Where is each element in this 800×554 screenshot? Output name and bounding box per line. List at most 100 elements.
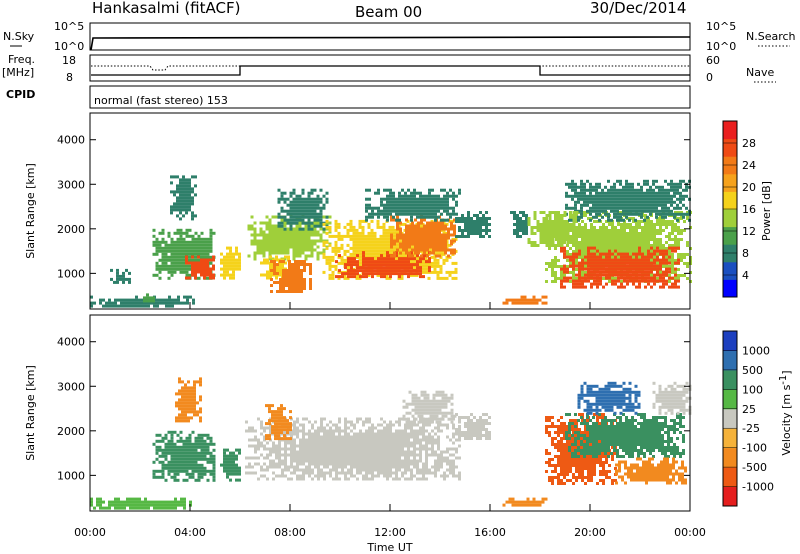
- power-cell: [439, 267, 443, 271]
- power-cell: [200, 267, 203, 271]
- power-cell: [574, 194, 577, 198]
- power-cell: [298, 251, 302, 255]
- velocity-cell: [173, 457, 177, 461]
- power-cell: [602, 277, 605, 280]
- power-cell: [304, 233, 308, 237]
- power-cell: [416, 206, 419, 210]
- power-cbar-swatch: [723, 138, 737, 157]
- power-cell: [632, 229, 635, 232]
- power-cell: [179, 181, 182, 185]
- power-cell: [274, 236, 278, 240]
- power-cell: [649, 212, 652, 216]
- power-cell: [379, 234, 383, 238]
- velocity-cell: [281, 474, 284, 478]
- power-cell: [677, 285, 680, 289]
- power-cell: [307, 197, 311, 201]
- power-cell: [596, 258, 599, 262]
- power-cell: [185, 205, 188, 209]
- velocity-cell: [182, 454, 186, 458]
- power-cell: [679, 212, 682, 216]
- power-cell: [473, 220, 476, 223]
- power-cell: [262, 236, 266, 240]
- power-cell: [161, 267, 165, 271]
- power-cell: [611, 258, 614, 262]
- power-cell: [310, 239, 314, 243]
- power-cell: [619, 179, 622, 183]
- power-cell: [374, 266, 377, 270]
- power-cell: [303, 266, 306, 269]
- power-cell: [519, 217, 522, 220]
- power-cell: [662, 265, 665, 268]
- power-cell: [641, 247, 644, 250]
- power-cell: [188, 199, 191, 203]
- power-cell: [209, 270, 212, 274]
- power-cell: [392, 272, 395, 276]
- power-cell: [156, 298, 159, 302]
- velocity-cell: [190, 395, 193, 399]
- power-cell: [428, 257, 431, 261]
- power-cell: [598, 191, 601, 195]
- power-cell: [401, 212, 404, 216]
- power-cell: [102, 304, 105, 308]
- power-cell: [389, 272, 392, 276]
- power-cell: [652, 203, 655, 207]
- power-cell: [176, 228, 180, 232]
- power-cell: [647, 255, 650, 259]
- velocity-cell: [194, 439, 198, 443]
- velocity-cell: [161, 439, 165, 443]
- power-cell: [641, 220, 644, 223]
- power-cell: [256, 251, 260, 255]
- power-cell: [485, 220, 488, 223]
- power-cell: [410, 206, 413, 210]
- power-cell: [288, 275, 291, 278]
- power-cell: [147, 304, 150, 308]
- power-cell: [188, 258, 192, 262]
- power-cell: [188, 178, 191, 182]
- power-cell: [505, 298, 509, 302]
- velocity-cell: [284, 462, 287, 466]
- velocity-cell: [90, 503, 93, 507]
- power-cell: [364, 252, 368, 256]
- power-cell: [220, 273, 223, 277]
- power-cell: [628, 212, 631, 216]
- power-patch: [365, 188, 461, 222]
- power-cell: [658, 197, 661, 201]
- power-patch: [510, 211, 528, 238]
- power-cell: [182, 231, 186, 235]
- power-cell: [405, 236, 408, 240]
- power-cell: [417, 251, 420, 255]
- power-cell: [316, 257, 320, 261]
- power-cell: [424, 267, 428, 271]
- power-cell: [325, 219, 329, 223]
- power-cell: [604, 191, 607, 195]
- power-cell: [282, 260, 285, 263]
- velocity-cell: [251, 429, 254, 433]
- velocity-cell: [187, 416, 190, 420]
- power-cell: [584, 279, 587, 283]
- power-cell: [325, 240, 329, 244]
- velocity-cell: [176, 439, 180, 443]
- power-cell: [525, 223, 528, 226]
- power-cell: [426, 233, 429, 237]
- power-cell: [389, 200, 392, 204]
- power-cell: [635, 255, 638, 259]
- power-cell: [390, 245, 393, 249]
- power-cell: [161, 237, 165, 241]
- velocity-cell: [178, 392, 181, 396]
- power-cell: [572, 229, 576, 232]
- velocity-cell: [99, 497, 102, 501]
- power-cell: [294, 287, 297, 290]
- power-cell: [185, 267, 189, 271]
- power-cell: [628, 206, 631, 210]
- power-cell: [560, 271, 563, 274]
- power-cell: [554, 211, 558, 214]
- power-cell: [229, 273, 232, 277]
- power-cell: [569, 229, 573, 232]
- power-cell: [361, 234, 365, 238]
- power-cell: [349, 246, 353, 250]
- power-cell: [138, 298, 141, 302]
- power-cell: [389, 260, 392, 264]
- velocity-cell: [173, 445, 177, 449]
- power-cell: [440, 200, 443, 204]
- power-cell: [191, 264, 194, 268]
